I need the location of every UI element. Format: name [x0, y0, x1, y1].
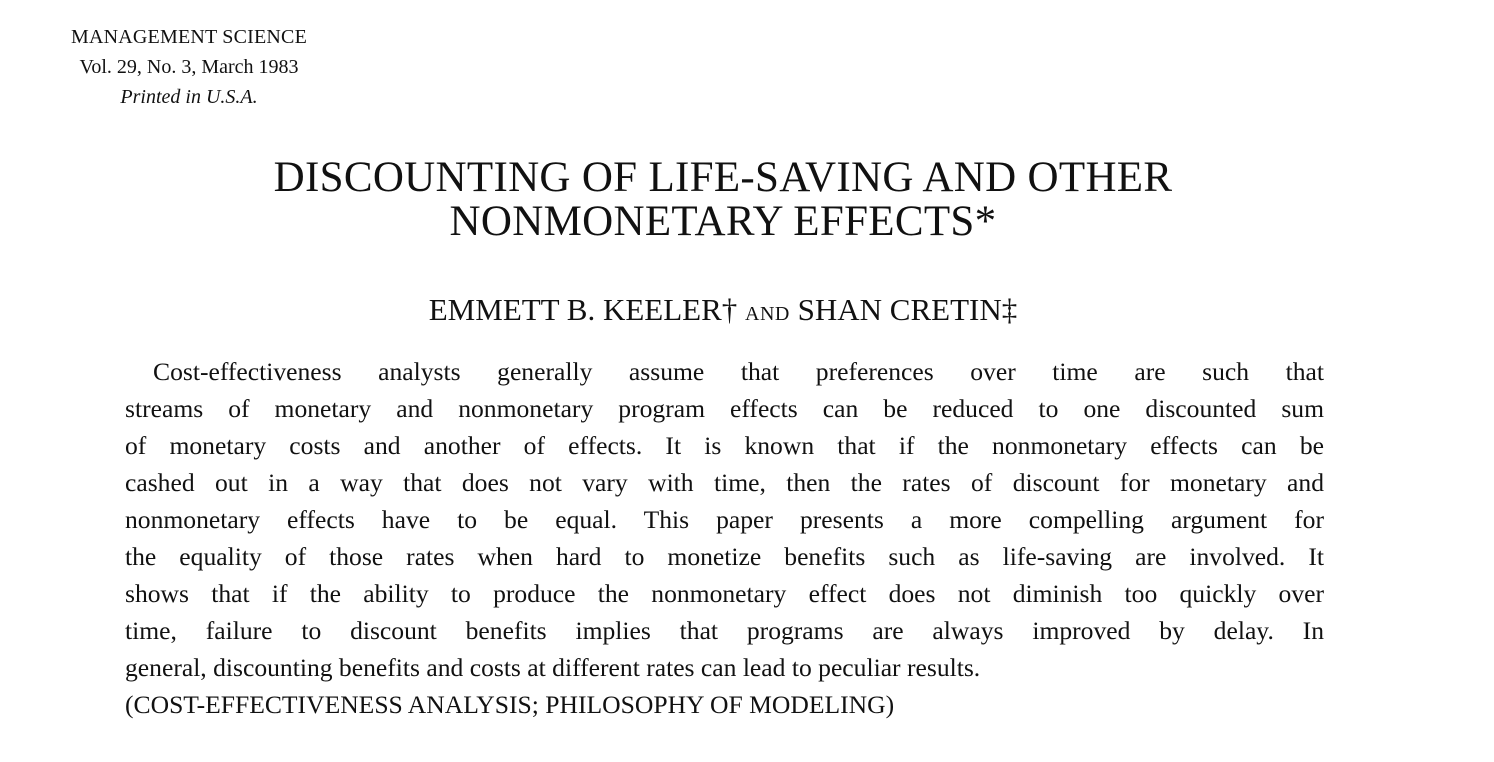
journal-volume-issue: Vol. 29, No. 3, March 1983 [79, 56, 299, 78]
author-name: SHAN CRETIN‡ [797, 292, 1018, 327]
abstract-line: shows that if the ability to produce the… [125, 579, 1324, 608]
abstract-line: the equality of those rates when hard to… [125, 542, 1324, 571]
paper-title: DISCOUNTING OF LIFE-SAVING AND OTHER NON… [0, 156, 1446, 244]
author-conjunction: AND [745, 303, 790, 325]
abstract-line: general, discounting benefits and costs … [125, 653, 981, 682]
printed-location: Printed in U.S.A. [120, 86, 258, 108]
journal-name: MANAGEMENT SCIENCE [70, 26, 307, 48]
paper-title-line-2: NONMONETARY EFFECTS* [449, 198, 997, 245]
abstract: Cost-effectiveness analysts generally as… [125, 353, 1324, 723]
paper-title-line-1: DISCOUNTING OF LIFE-SAVING AND OTHER [273, 154, 1173, 201]
abstract-line: streams of monetary and nonmonetary prog… [125, 394, 1324, 423]
journal-masthead: MANAGEMENT SCIENCE Vol. 29, No. 3, March… [36, 22, 342, 112]
abstract-line: cashed out in a way that does not vary w… [125, 468, 1324, 497]
abstract-line: time, failure to discount benefits impli… [125, 616, 1324, 645]
author-name: EMMETT B. KEELER† [428, 292, 738, 327]
subject-keywords: (COST-EFFECTIVENESS ANALYSIS; PHILOSOPHY… [125, 690, 895, 719]
author-byline: EMMETT B. KEELER† AND SHAN CRETIN‡ [0, 290, 1446, 334]
abstract-line: Cost-effectiveness analysts generally as… [153, 357, 1324, 386]
abstract-line: of monetary costs and another of effects… [125, 431, 1324, 460]
abstract-line: nonmonetary effects have to be equal. Th… [125, 505, 1324, 534]
